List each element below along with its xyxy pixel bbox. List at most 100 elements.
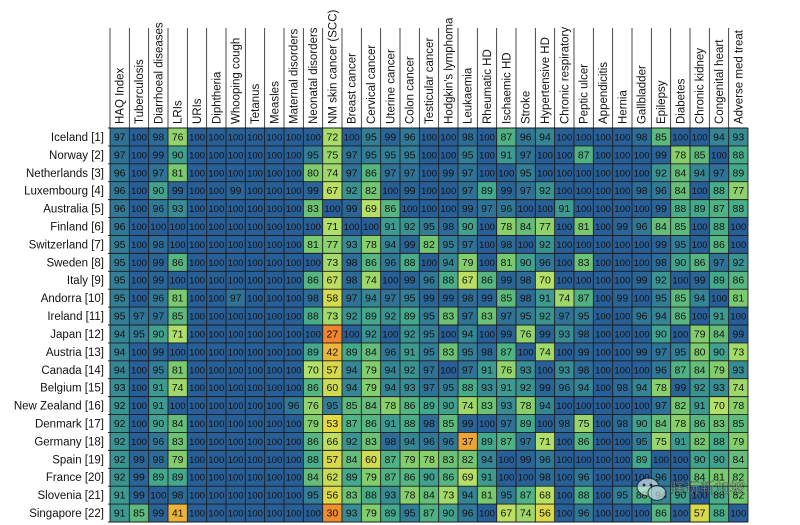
heatmap-cell: [535, 145, 555, 164]
cell-value: 100: [614, 455, 630, 466]
heatmap-cell: [593, 163, 613, 182]
heatmap-cell: [400, 504, 420, 522]
cell-value: 100: [247, 401, 263, 412]
cell-value: 86: [578, 436, 590, 448]
cell-value: 99: [152, 257, 164, 269]
cell-value: 71: [326, 221, 338, 233]
heatmap-cell: [226, 181, 246, 200]
cell-value: 94: [114, 328, 126, 340]
column-header: Maternal disorders: [289, 29, 301, 124]
heatmap-cell: [322, 199, 342, 218]
heatmap-cell: [148, 235, 168, 254]
cell-value: 100: [228, 401, 244, 412]
heatmap-cell: [361, 235, 381, 254]
heatmap-cell: [264, 217, 284, 236]
heatmap-cell: [516, 486, 536, 505]
cell-value: 81: [172, 293, 184, 305]
cell-value: 97: [558, 311, 570, 323]
heatmap-cell: [554, 486, 574, 505]
heatmap-cell: [728, 360, 748, 379]
heatmap-cell: [709, 468, 729, 487]
cell-value: 90: [442, 508, 454, 520]
heatmap-cell: [438, 128, 458, 146]
heatmap-cell: [574, 342, 594, 361]
cell-value: 92: [539, 185, 551, 197]
heatmap-cell: [632, 289, 652, 308]
cell-value: 98: [462, 131, 474, 143]
heatmap-cell: [574, 450, 594, 469]
heatmap-cell: [516, 342, 536, 361]
cell-value: 100: [208, 347, 224, 358]
cell-value: 94: [114, 346, 126, 358]
cell-value: 100: [131, 401, 147, 412]
heatmap-cell: [264, 289, 284, 308]
heatmap-cell: [458, 128, 478, 146]
heatmap-cell: [535, 450, 555, 469]
cell-value: 99: [481, 293, 493, 305]
cell-value: 99: [694, 275, 706, 287]
cell-value: 90: [462, 221, 474, 233]
heatmap-cell: [496, 342, 516, 361]
heatmap-cell: [245, 163, 265, 182]
heatmap-cell: [380, 468, 400, 487]
heatmap-cell: [516, 468, 536, 487]
row-label: Australia [5]: [43, 204, 104, 216]
heatmap-cell: [516, 396, 536, 415]
cell-value: 90: [674, 490, 686, 502]
cell-value: 100: [537, 168, 553, 179]
cell-value: 56: [326, 490, 338, 502]
cell-value: 90: [636, 418, 648, 430]
cell-value: 100: [228, 383, 244, 394]
heatmap-cell: [187, 378, 207, 397]
heatmap-cell: [322, 289, 342, 308]
cell-value: 100: [266, 258, 282, 269]
heatmap-cell: [206, 307, 226, 325]
cell-value: 86: [365, 257, 377, 269]
cell-value: 94: [694, 293, 706, 305]
heatmap-cell: [554, 145, 574, 164]
cell-value: 83: [172, 436, 184, 448]
heatmap-cell: [342, 450, 362, 469]
cell-value: 100: [614, 473, 630, 484]
cell-value: 100: [382, 186, 398, 197]
cell-value: 100: [730, 509, 746, 520]
cell-value: 96: [423, 436, 435, 448]
cell-value: 99: [732, 328, 744, 340]
cell-value: 78: [655, 382, 667, 394]
cell-value: 100: [634, 401, 650, 412]
cell-value: 100: [150, 222, 166, 233]
heatmap-cell: [574, 289, 594, 308]
heatmap-cell: [264, 486, 284, 505]
cell-value: 100: [228, 491, 244, 502]
cell-value: 100: [266, 365, 282, 376]
heatmap-cell: [264, 145, 284, 164]
cell-value: 100: [421, 258, 437, 269]
heatmap-cell: [496, 325, 516, 343]
cell-value: 89: [172, 472, 184, 484]
heatmap-cell: [110, 128, 130, 146]
cell-value: 94: [462, 490, 474, 502]
cell-value: 100: [595, 222, 611, 233]
heatmap-cell: [554, 181, 574, 200]
cell-value: 86: [694, 418, 706, 430]
cell-value: 100: [266, 168, 282, 179]
heatmap-cell: [129, 325, 149, 343]
cell-value: 88: [713, 490, 725, 502]
cell-value: 100: [595, 383, 611, 394]
cell-value: 71: [172, 328, 184, 340]
heatmap-cell: [670, 342, 690, 361]
heatmap-cell: [342, 432, 362, 451]
cell-value: 100: [576, 204, 592, 215]
heatmap-cell: [516, 307, 536, 325]
cell-value: 100: [305, 329, 321, 340]
heatmap-cell: [342, 253, 362, 272]
cell-value: 99: [462, 203, 474, 215]
heatmap-cell: [284, 468, 304, 487]
heatmap-cell: [728, 235, 748, 254]
cell-value: 99: [500, 185, 512, 197]
heatmap-cell: [728, 181, 748, 200]
heatmap-cell: [458, 271, 478, 290]
cell-value: 53: [326, 418, 338, 430]
column-header: Peptic ulcer: [579, 64, 591, 124]
heatmap-cell: [400, 199, 420, 218]
